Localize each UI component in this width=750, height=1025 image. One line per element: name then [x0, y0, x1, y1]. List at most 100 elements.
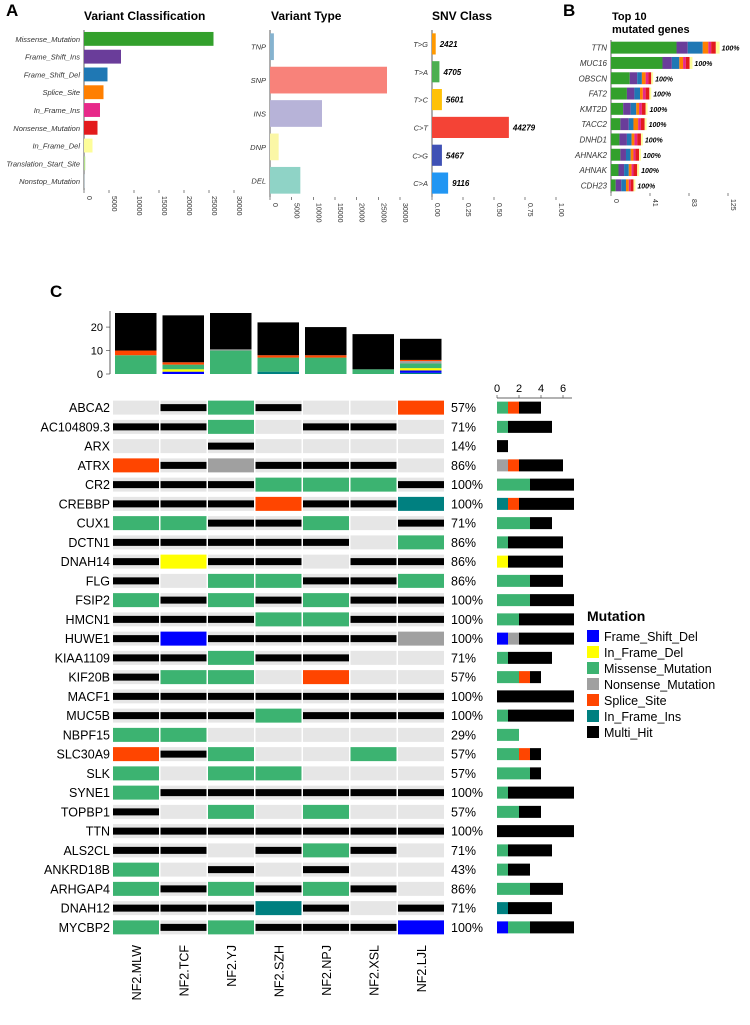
cell-empty	[303, 747, 349, 762]
y-tick-label: 10	[91, 346, 103, 358]
segment-Splice_Site	[641, 72, 646, 85]
x-tick-label: 5000	[110, 196, 117, 212]
segment-In_Frame_Ins	[708, 41, 712, 54]
count-segment	[530, 921, 574, 934]
cell-multi-hit	[350, 423, 397, 431]
x-tick-label: 0	[85, 196, 92, 200]
gene-name: CREBBP	[59, 497, 110, 511]
cell-multi-hit	[113, 577, 159, 585]
count-segment	[519, 613, 574, 626]
cell-multi-hit	[113, 654, 159, 662]
category-label: T>G	[413, 40, 428, 49]
cell-mutation	[113, 458, 159, 473]
snv-class-chart: T>G 2421 T>A 4705 T>C 5601 C>T 44279 C>G 5467 C>A 9…	[412, 30, 564, 217]
cell-multi-hit	[350, 500, 397, 508]
sample-name: NF2.XSL	[367, 945, 381, 996]
gene-percent: 100%	[451, 690, 483, 704]
cell-empty	[398, 862, 444, 877]
cell-multi-hit	[113, 558, 159, 566]
legend-swatch	[587, 630, 599, 642]
count-segment	[508, 709, 574, 722]
gene-percent: 43%	[451, 863, 476, 877]
count-segment	[519, 459, 563, 472]
cell-multi-hit	[160, 827, 207, 835]
segment-Nonsense_Mutation	[640, 118, 645, 131]
bar-T>C	[432, 89, 442, 111]
cell-multi-hit	[160, 481, 207, 489]
percent-label: 100%	[641, 168, 660, 175]
cell-mutation	[208, 881, 254, 896]
count-segment	[497, 497, 508, 510]
segment-Missense_Mutation	[611, 133, 620, 146]
legend-label: In_Frame_Ins	[604, 710, 681, 724]
cell-mutation	[113, 516, 159, 531]
cell-empty	[398, 670, 444, 685]
count-segment	[508, 555, 563, 568]
cell-multi-hit	[255, 827, 302, 835]
gene-name: ANKRD18B	[44, 863, 110, 877]
bar-segment-Missense_Mutation	[257, 357, 299, 372]
cell-mutation	[113, 766, 159, 781]
cell-multi-hit	[350, 461, 397, 469]
cell-mutation	[113, 747, 159, 762]
bar-Frame_Shift_Del	[84, 67, 108, 82]
cell-empty	[350, 400, 397, 415]
x-tick-label: 15000	[160, 196, 167, 216]
segment-Nonsense_Mutation	[685, 56, 690, 69]
count-segment	[508, 863, 530, 876]
count-segment	[530, 671, 541, 684]
cell-multi-hit	[113, 808, 159, 816]
cell-empty	[255, 747, 302, 762]
cell-multi-hit	[350, 596, 397, 604]
count-segment	[497, 651, 508, 664]
variant-type-chart: TNP SNP INS DNP DEL 0 5000 10000 15000 20000 25000…	[250, 30, 408, 223]
bar-segment-Nonsense_Mutation	[400, 361, 442, 364]
cell-mutation	[113, 862, 159, 877]
bar-segment-Multi_Hit	[257, 322, 299, 356]
gene-percent: 86%	[451, 536, 476, 550]
data-label: 44279	[512, 123, 536, 132]
cell-multi-hit	[350, 558, 397, 566]
cell-mutation	[303, 804, 349, 819]
cell-mutation	[255, 766, 302, 781]
count-segment	[530, 748, 541, 761]
category-label: Missense_Mutation	[15, 35, 80, 44]
cell-multi-hit	[255, 538, 302, 546]
percent-label: 100%	[637, 183, 656, 190]
x-tick-label: 0.75	[526, 203, 533, 217]
cell-multi-hit	[160, 923, 207, 931]
gene-percent: 71%	[451, 517, 476, 531]
oncoplot-grid: ABCA2 57% AC104809.3 71% ARX 14% ATRX 86% CR2 100…	[40, 400, 483, 1000]
legend-label: Multi_Hit	[604, 726, 653, 740]
bar-segment-Missense_Mutation	[352, 369, 394, 374]
bar-In_Frame_Ins	[84, 103, 100, 117]
sample-name: NF2.TCF	[177, 945, 191, 997]
count-segment	[497, 709, 508, 722]
cell-multi-hit	[113, 846, 159, 854]
cell-multi-hit	[398, 904, 444, 912]
gene-percent: 100%	[451, 594, 483, 608]
gene-percent: 100%	[451, 497, 483, 511]
cell-mutation	[208, 650, 254, 665]
bar-segment-Splice_Site	[115, 350, 157, 356]
top10-genes-chart: TTN 100% MUC16 100% OBSCN 100% FAT2 100% KMT2D 10…	[574, 40, 740, 211]
gene-percent: 86%	[451, 555, 476, 569]
x-tick-label: 0.25	[464, 203, 471, 217]
gene-label: DNHD1	[579, 135, 607, 144]
segment-Splice_Site	[702, 41, 709, 54]
gene-percent: 57%	[451, 671, 476, 685]
count-segment	[497, 921, 508, 934]
count-segment	[519, 671, 530, 684]
segment-Splice_Site	[636, 102, 640, 115]
cell-mutation	[208, 593, 254, 608]
cell-empty	[113, 439, 159, 454]
count-segment	[530, 767, 541, 780]
count-segment	[530, 882, 563, 895]
segment-In_Frame_Del	[689, 56, 693, 69]
segment-Splice_Site	[628, 164, 632, 177]
segment-Missense_Mutation	[611, 56, 663, 69]
category-label: C>A	[413, 179, 428, 188]
bar-Translation_Start_Site	[84, 156, 86, 171]
cell-multi-hit	[113, 673, 159, 681]
x-tick-label: 20000	[358, 203, 365, 223]
